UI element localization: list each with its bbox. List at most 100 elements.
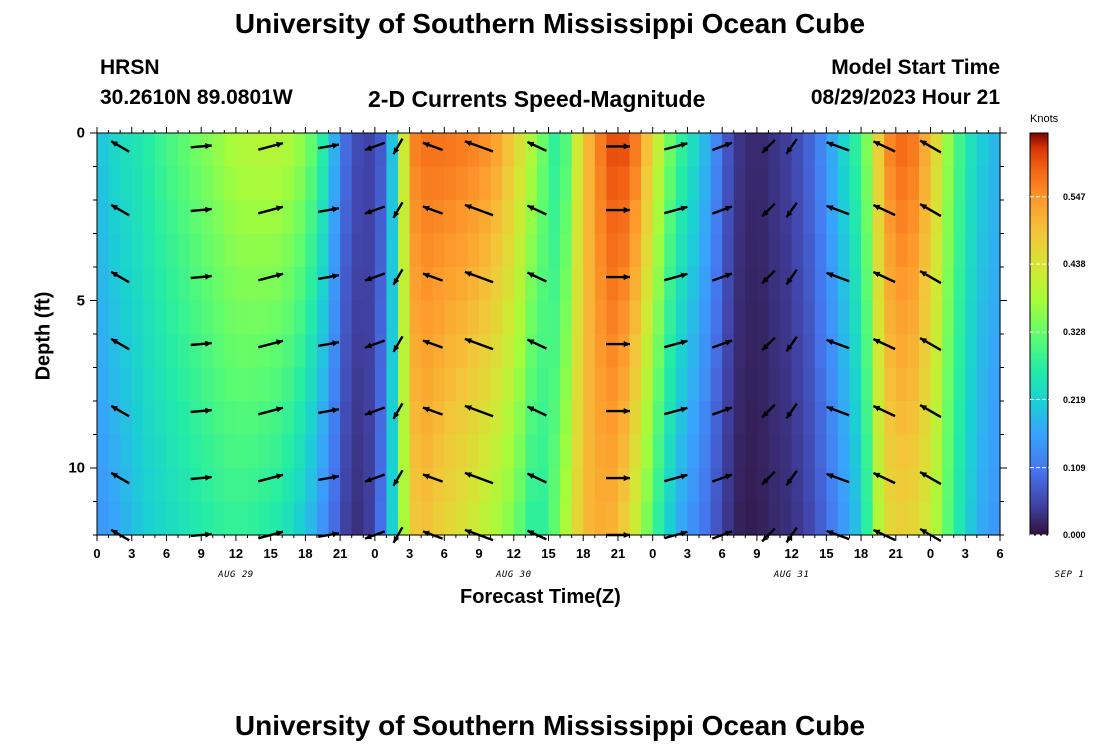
- heatmap-cell: [120, 233, 133, 268]
- heatmap-cell: [351, 468, 364, 503]
- heatmap-cell: [722, 367, 735, 402]
- heatmap-cell: [953, 233, 966, 268]
- heatmap-cell: [201, 267, 214, 302]
- heatmap-cell: [536, 200, 550, 235]
- current-vector: [190, 273, 212, 280]
- heatmap-cell: [340, 133, 353, 168]
- heatmap-cell: [965, 468, 978, 503]
- current-vector: [785, 202, 798, 219]
- heatmap-cell: [687, 468, 700, 503]
- heatmap-cell: [282, 434, 295, 469]
- heatmap-cell: [780, 434, 793, 469]
- heatmap-cell: [97, 300, 110, 335]
- heatmap-cell: [907, 267, 920, 302]
- heatmap-cell: [849, 401, 862, 436]
- heatmap-cell: [398, 166, 411, 201]
- heatmap-cell: [768, 166, 781, 201]
- heatmap-cell: [803, 133, 816, 168]
- heatmap-cell: [328, 300, 341, 335]
- heatmap-cell: [918, 133, 932, 168]
- heatmap-cell: [745, 434, 758, 469]
- heatmap-cell: [363, 367, 376, 402]
- heatmap-cell: [745, 401, 758, 436]
- heatmap-cell: [837, 267, 851, 302]
- heatmap-cell: [166, 501, 179, 536]
- heatmap-cell: [953, 200, 966, 235]
- heatmap-cell: [803, 334, 816, 369]
- heatmap-cell: [328, 434, 341, 469]
- heatmap-cell: [699, 233, 712, 268]
- heatmap-cell: [502, 468, 515, 503]
- heatmap-cell: [560, 334, 573, 369]
- x-tick-label: 0: [926, 546, 935, 561]
- heatmap-cell: [421, 200, 434, 235]
- heatmap-cell: [617, 133, 631, 168]
- heatmap-cell: [270, 200, 283, 235]
- heatmap-cell: [560, 501, 573, 536]
- heatmap-cell: [386, 367, 399, 402]
- heatmap-cell: [837, 434, 851, 469]
- heatmap-cell: [594, 468, 607, 503]
- heatmap-cell: [872, 501, 885, 536]
- heatmap-cell: [988, 267, 1001, 302]
- heatmap-cell: [837, 166, 851, 201]
- heatmap-cell: [699, 334, 712, 369]
- heatmap-cell: [895, 133, 908, 168]
- heatmap-cell: [583, 401, 596, 436]
- heatmap-cell: [235, 200, 249, 235]
- heatmap-cell: [502, 367, 515, 402]
- heatmap-cell: [930, 468, 943, 503]
- heatmap-cell: [386, 233, 399, 268]
- heatmap-cell: [583, 468, 596, 503]
- heatmap-cell: [340, 367, 353, 402]
- heatmap-cell: [374, 200, 388, 235]
- current-vector: [257, 205, 284, 215]
- heatmap-cell: [235, 334, 249, 369]
- heatmap-cell: [884, 501, 897, 536]
- heatmap-cell: [606, 233, 619, 268]
- model-start-value: 08/29/2023 Hour 21: [810, 86, 1000, 109]
- heatmap-cell: [467, 166, 480, 201]
- heatmap-cell: [918, 367, 932, 402]
- heatmap-cell: [201, 166, 214, 201]
- heatmap-cell: [513, 300, 526, 335]
- heatmap-cell: [131, 166, 144, 201]
- heatmap-cell: [826, 166, 839, 201]
- heatmap-cell: [745, 233, 758, 268]
- heatmap-cell: [536, 468, 550, 503]
- heatmap-cell: [826, 200, 839, 235]
- heatmap-cell: [97, 166, 110, 201]
- heatmap-cell: [212, 468, 225, 503]
- heatmap-cell: [872, 434, 885, 469]
- heatmap-cell: [189, 501, 202, 536]
- current-vector: [826, 141, 850, 152]
- heatmap-cell: [675, 233, 689, 268]
- heatmap-cell: [166, 267, 179, 302]
- heatmap-cell: [791, 367, 804, 402]
- heatmap-cell: [421, 501, 434, 536]
- current-vector: [606, 143, 630, 150]
- heatmap-cell: [594, 267, 607, 302]
- heatmap-cell: [988, 133, 1001, 168]
- heatmap-cell: [513, 166, 526, 201]
- heatmap-cell: [328, 334, 341, 369]
- heatmap-cell: [282, 133, 295, 168]
- heatmap-cell: [525, 267, 538, 302]
- heatmap-cell: [942, 166, 955, 201]
- heatmap-cell: [178, 200, 191, 235]
- heatmap-cell: [189, 166, 202, 201]
- heatmap-cell: [259, 233, 272, 268]
- heatmap-cell: [513, 434, 526, 469]
- heatmap-cells: [97, 133, 1001, 536]
- heatmap-cell: [861, 468, 874, 503]
- heatmap-cell: [421, 434, 434, 469]
- heatmap-cell: [328, 233, 341, 268]
- heatmap-cell: [675, 300, 689, 335]
- x-tick-label: 0: [93, 546, 101, 561]
- heatmap-cell: [154, 367, 168, 402]
- current-vector: [663, 339, 688, 349]
- heatmap-cell: [247, 267, 260, 302]
- heatmap-cell: [212, 300, 225, 335]
- heatmap-cell: [849, 300, 862, 335]
- heatmap-cell: [791, 501, 804, 536]
